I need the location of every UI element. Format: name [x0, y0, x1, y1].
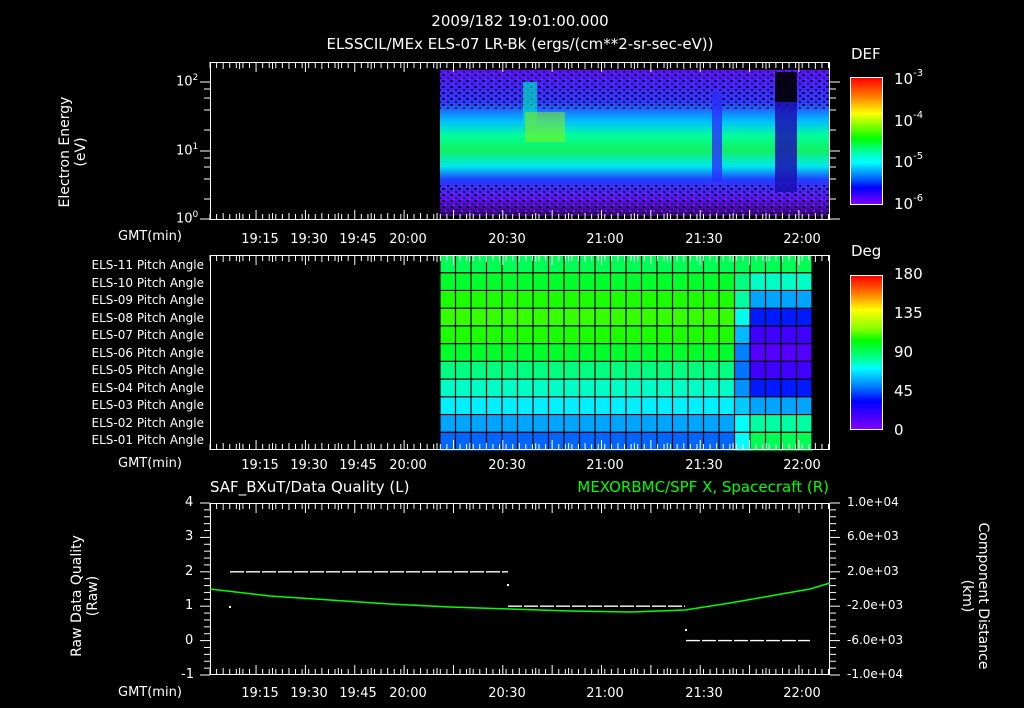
def-label-1e-4: 10-4 — [894, 110, 923, 130]
quality-ylabel-line1: Raw Data Quality — [69, 535, 85, 657]
def-label-exp: -6 — [913, 193, 924, 204]
energy-tick-base: 10 — [176, 143, 193, 159]
energy-tick-base: 10 — [176, 211, 193, 227]
time-tick: 21:30 — [685, 458, 723, 473]
quality-ytick: 2 — [185, 564, 194, 579]
pitch-row-label: ELS-01 Pitch Angle — [91, 433, 204, 447]
pitch-row-label: ELS-06 Pitch Angle — [91, 345, 204, 360]
time-tick: 21:30 — [685, 686, 723, 701]
distance-ylabel-line1: Component Distance — [975, 522, 991, 670]
energy-tick-exp: 0 — [192, 210, 199, 220]
energy-tick-100: 102 — [176, 73, 199, 90]
quality-ylabel-left: Raw Data Quality (Raw) — [69, 521, 101, 671]
deg-label-90: 90 — [894, 343, 914, 361]
energy-tick-exp: 1 — [192, 142, 199, 152]
energy-axis-label: Electron Energy (eV) — [57, 77, 89, 227]
time-tick: 20:00 — [389, 232, 427, 247]
deg-label-135: 135 — [894, 304, 923, 322]
pitch-row-label: ELS-09 Pitch Angle — [91, 293, 204, 307]
distance-ytick: -6.0e+03 — [847, 633, 904, 647]
quality-ytick: 1 — [185, 598, 194, 613]
pitch-row-label: ELS-08 Pitch Angle — [91, 310, 204, 325]
def-label-exp: -3 — [913, 68, 924, 79]
spectrogram-svg — [200, 62, 840, 220]
def-label-base: 10 — [894, 70, 914, 88]
pitch-angle-svg — [209, 255, 830, 451]
plot-title: ELSSCIL/MEx ELS-07 LR-Bk (ergs/(cm**2-sr… — [326, 35, 714, 53]
deg-label-180: 180 — [894, 265, 923, 283]
deg-colorbar-title: Deg — [851, 242, 882, 260]
pitch-row-label: ELS-10 Pitch Angle — [91, 275, 204, 290]
def-colorbar — [850, 77, 883, 205]
quality-ytick: -1 — [181, 667, 194, 682]
pitch-angle-plot — [209, 255, 830, 451]
time-axis-label-3: GMT(min) — [118, 685, 182, 700]
time-tick: 19:30 — [290, 232, 328, 247]
pitch-row-label: ELS-05 Pitch Angle — [91, 363, 204, 377]
def-label-exp: -4 — [913, 110, 924, 121]
distance-ytick: -2.0e+03 — [847, 598, 904, 612]
time-tick: 21:00 — [586, 686, 624, 701]
quality-title-left: SAF_BXuT/Data Quality (L) — [210, 478, 410, 496]
def-label-exp: -5 — [913, 151, 924, 162]
quality-ytick: 3 — [185, 529, 194, 544]
plot-timestamp: 2009/182 19:01:00.000 — [431, 12, 609, 30]
def-label-base: 10 — [894, 195, 914, 213]
quality-ytick: 0 — [185, 633, 194, 648]
time-axis-label: GMT(min) — [118, 229, 182, 244]
time-tick: 19:45 — [339, 686, 377, 701]
deg-label-45: 45 — [894, 382, 914, 400]
quality-title-right: MEXORBMC/SPF X, Spacecraft (R) — [577, 478, 829, 496]
def-label-1e-3: 10-3 — [894, 68, 923, 88]
quality-ytick: 4 — [185, 495, 194, 510]
spectrogram-plot — [200, 62, 840, 220]
energy-tick-10: 101 — [176, 142, 199, 159]
def-colorbar-title: DEF — [851, 45, 881, 63]
time-tick: 20:30 — [488, 232, 526, 247]
time-tick: 21:30 — [685, 232, 723, 247]
distance-ytick: 2.0e+03 — [847, 564, 899, 578]
time-tick: 22:00 — [783, 686, 821, 701]
time-tick: 20:00 — [389, 458, 427, 473]
energy-axis-label-line1: Electron Energy — [57, 96, 73, 208]
distance-ytick: 6.0e+03 — [847, 529, 899, 543]
time-tick: 19:45 — [339, 232, 377, 247]
def-label-base: 10 — [894, 153, 914, 171]
quality-ylabel-line2: (Raw) — [85, 575, 101, 617]
pitch-row-label: ELS-07 Pitch Angle — [91, 328, 204, 342]
time-tick: 20:30 — [488, 458, 526, 473]
energy-axis-label-line2: (eV) — [73, 137, 89, 167]
time-axis-label-2: GMT(min) — [118, 456, 182, 471]
time-tick: 21:00 — [586, 232, 624, 247]
time-tick: 19:15 — [241, 232, 279, 247]
time-tick: 20:30 — [488, 686, 526, 701]
distance-ytick: -1.0e+04 — [847, 667, 904, 681]
energy-tick-exp: 2 — [192, 73, 199, 83]
distance-ytick: 1.0e+04 — [847, 495, 899, 509]
quality-plot — [200, 502, 840, 676]
time-tick: 22:00 — [783, 232, 821, 247]
pitch-row-label: ELS-11 Pitch Angle — [91, 258, 204, 272]
distance-ylabel-line2: (km) — [959, 579, 975, 613]
pitch-row-label: ELS-03 Pitch Angle — [91, 398, 204, 412]
time-tick: 19:30 — [290, 686, 328, 701]
def-label-base: 10 — [894, 112, 914, 130]
time-tick: 20:00 — [389, 686, 427, 701]
energy-tick-base: 10 — [176, 74, 193, 90]
time-tick: 19:45 — [339, 458, 377, 473]
energy-tick-1: 100 — [176, 210, 199, 227]
deg-colorbar — [850, 275, 883, 430]
time-tick: 19:30 — [290, 458, 328, 473]
quality-svg — [200, 502, 840, 676]
def-label-1e-6: 10-6 — [894, 193, 923, 213]
time-tick: 19:15 — [241, 458, 279, 473]
time-tick: 19:15 — [241, 686, 279, 701]
pitch-row-label: ELS-02 Pitch Angle — [91, 415, 204, 430]
time-tick: 22:00 — [783, 458, 821, 473]
time-tick: 21:00 — [586, 458, 624, 473]
pitch-row-label: ELS-04 Pitch Angle — [91, 380, 204, 395]
quality-ylabel-right: Component Distance (km) — [959, 516, 991, 676]
def-label-1e-5: 10-5 — [894, 151, 923, 171]
deg-label-0: 0 — [894, 421, 904, 439]
